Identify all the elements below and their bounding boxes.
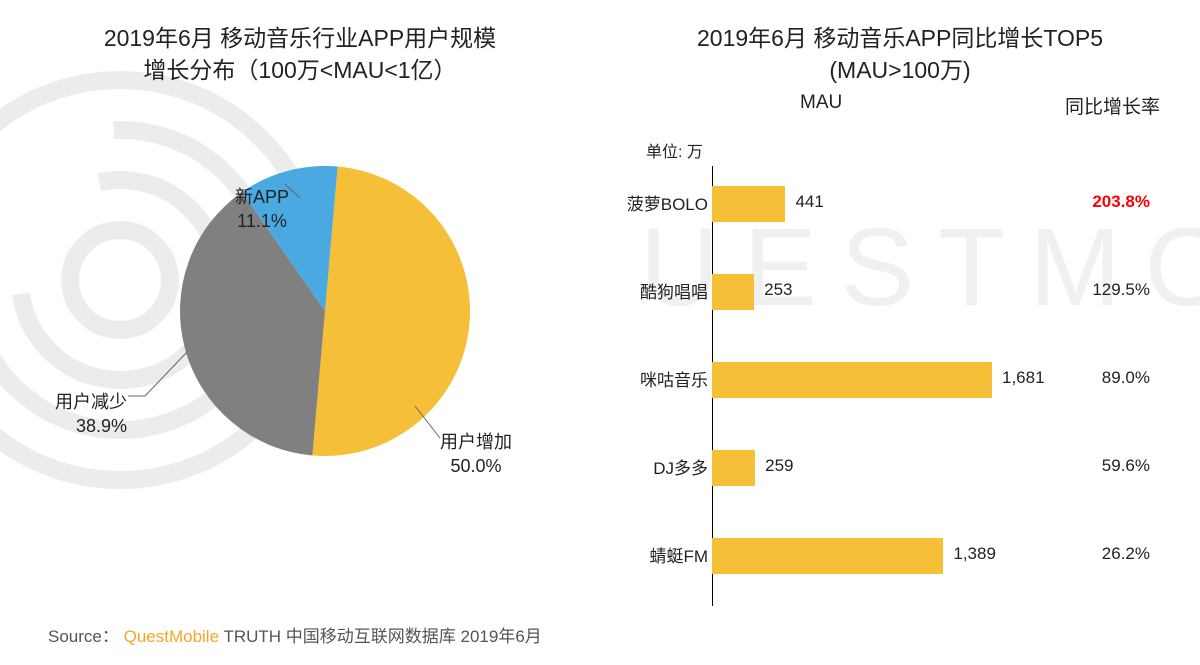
- bar-value: 441: [795, 192, 823, 212]
- bar-value: 259: [765, 456, 793, 476]
- bar-name: 菠萝BOLO: [627, 190, 708, 215]
- bar-row: 酷狗唱唱 253 129.5%: [600, 254, 1200, 342]
- bar-rect: [712, 274, 754, 310]
- pie-slice: [312, 167, 470, 456]
- bar-rect: [712, 538, 943, 574]
- bar-growth: 203.8%: [1092, 192, 1150, 212]
- bar-value: 1,681: [1002, 368, 1045, 388]
- bar-name: 咪咕音乐: [640, 366, 708, 391]
- bar-name: 酷狗唱唱: [640, 278, 708, 303]
- bar-row: 咪咕音乐 1,681 89.0%: [600, 342, 1200, 430]
- bar-growth: 129.5%: [1092, 280, 1150, 300]
- bar-value: 1,389: [953, 544, 996, 564]
- col-header-growth: 同比增长率: [1065, 92, 1160, 119]
- pie-svg: [180, 166, 470, 456]
- bar-name: 蜻蜓FM: [649, 542, 708, 567]
- bar-row: 蜻蜓FM 1,389 26.2%: [600, 518, 1200, 606]
- pie-label-newapp: 新APP 11.1%: [235, 186, 289, 233]
- source-rest: TRUTH 中国移动互联网数据库 2019年6月: [219, 627, 542, 646]
- source-line: Source： QuestMobile TRUTH 中国移动互联网数据库 201…: [48, 622, 542, 647]
- pie-chart: 新APP 11.1% 用户减少 38.9% 用户增加 50.0%: [0, 86, 600, 586]
- bar-name: DJ多多: [653, 454, 708, 479]
- col-header-mau: MAU: [800, 92, 842, 114]
- bar-rect: [712, 362, 992, 398]
- bar-row: DJ多多 259 59.6%: [600, 430, 1200, 518]
- unit-label: 单位: 万: [646, 138, 703, 162]
- right-chart-title: 2019年6月 移动音乐APP同比增长TOP5 (MAU>100万): [600, 22, 1200, 86]
- bar-row: 菠萝BOLO 441 203.8%: [600, 166, 1200, 254]
- bar-rect: [712, 450, 755, 486]
- left-chart-title: 2019年6月 移动音乐行业APP用户规模 增长分布（100万<MAU<1亿）: [0, 22, 600, 86]
- source-prefix: Source：: [48, 627, 119, 646]
- bar-growth: 59.6%: [1102, 456, 1150, 476]
- bar-growth: 89.0%: [1102, 368, 1150, 388]
- bar-rect: [712, 186, 785, 222]
- bar-chart: MAU 同比增长率 单位: 万 菠萝BOLO 441 203.8% 酷狗唱唱 253 12…: [600, 86, 1200, 586]
- bar-growth: 26.2%: [1102, 544, 1150, 564]
- left-title-line2: 增长分布（100万<MAU<1亿）: [143, 57, 456, 83]
- right-title-line2: (MAU>100万): [829, 57, 970, 83]
- source-brand: QuestMobile: [124, 627, 219, 646]
- pie-label-decrease: 用户减少 38.9%: [55, 391, 127, 438]
- right-title-line1: 2019年6月 移动音乐APP同比增长TOP5: [697, 25, 1103, 51]
- left-title-line1: 2019年6月 移动音乐行业APP用户规模: [104, 25, 496, 51]
- bar-value: 253: [764, 280, 792, 300]
- pie-label-increase: 用户增加 50.0%: [440, 431, 512, 478]
